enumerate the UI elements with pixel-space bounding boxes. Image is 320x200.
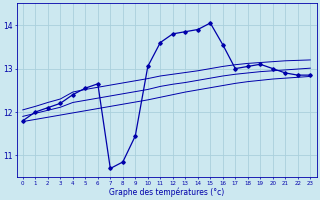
X-axis label: Graphe des températures (°c): Graphe des températures (°c) xyxy=(109,187,224,197)
